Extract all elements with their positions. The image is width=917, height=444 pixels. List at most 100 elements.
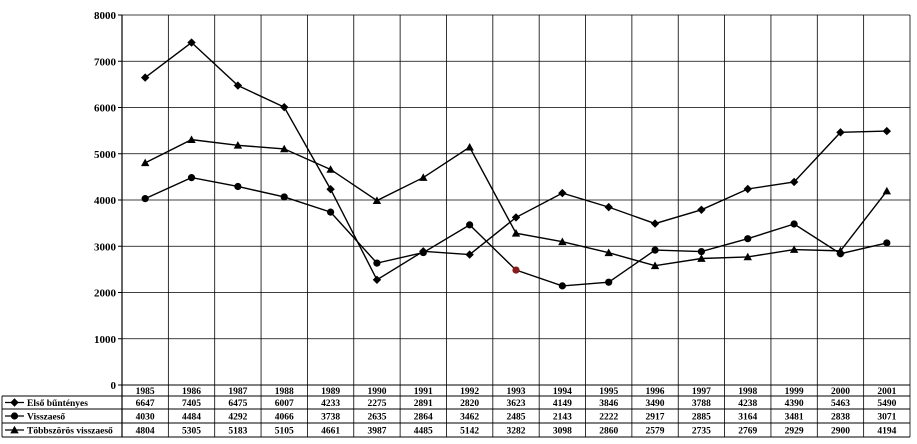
data-point <box>790 220 798 228</box>
data-label: 5490 <box>877 399 896 409</box>
data-point <box>697 254 706 262</box>
data-label: 4484 <box>182 413 201 423</box>
data-label: 3846 <box>599 399 618 409</box>
data-label: 6647 <box>136 399 155 409</box>
data-point <box>789 177 799 187</box>
data-label: 6475 <box>228 399 247 409</box>
data-point <box>743 184 752 194</box>
data-point <box>187 135 196 144</box>
data-label: 4030 <box>136 413 155 423</box>
series-lines <box>144 41 888 287</box>
data-label: 4390 <box>785 399 804 409</box>
data-label: 4066 <box>275 413 294 423</box>
data-point <box>233 81 243 90</box>
data-label: 4485 <box>414 427 433 437</box>
data-point <box>836 246 845 255</box>
data-point <box>883 239 891 247</box>
data-label: 3623 <box>507 399 526 409</box>
legend-key-marker <box>10 412 19 420</box>
data-point <box>789 245 799 253</box>
x-tick-label: 1989 <box>321 387 340 397</box>
data-label: 3164 <box>738 413 757 423</box>
y-tick-label: 7000 <box>94 56 117 68</box>
grid-lines <box>121 14 911 437</box>
legend-key-marker <box>10 398 19 407</box>
data-label: 5142 <box>460 427 479 437</box>
data-label: 5183 <box>228 427 247 437</box>
data-label: 2838 <box>831 413 850 423</box>
data-point <box>650 261 660 270</box>
data-point <box>882 186 892 195</box>
data-point <box>465 250 474 259</box>
data-point <box>234 182 242 191</box>
legend-label: Visszaeső <box>27 413 65 423</box>
data-label: 2275 <box>367 399 386 409</box>
data-point <box>511 213 521 222</box>
x-tick-label: 1994 <box>553 387 572 397</box>
data-label: 2579 <box>646 427 665 437</box>
data-label: 4661 <box>321 427 340 437</box>
data-label: 2635 <box>367 413 386 423</box>
data-point <box>558 188 567 198</box>
data-point <box>233 141 243 149</box>
data-label: 2891 <box>414 399 433 409</box>
x-tick-label: 2001 <box>877 387 896 397</box>
data-point <box>836 128 845 137</box>
x-tick-label: 1995 <box>599 387 618 397</box>
data-table: 1985 1986 1987 1988 1989 1990 1991 1992 1993 1994… <box>1 384 910 438</box>
data-label: 2143 <box>553 413 572 423</box>
data-point <box>140 158 150 167</box>
data-label: 3098 <box>553 427 572 437</box>
data-point <box>744 235 752 243</box>
x-tick-label: 1997 <box>692 387 711 397</box>
data-label: 3282 <box>507 427 526 437</box>
data-point <box>604 202 613 212</box>
data-point <box>187 174 196 182</box>
data-point <box>697 247 706 256</box>
data-point <box>558 282 566 290</box>
y-tick-label: 5000 <box>94 149 117 161</box>
x-tick-label: 1986 <box>182 387 201 397</box>
data-point <box>187 38 196 47</box>
series-line <box>144 138 888 267</box>
data-label: 2860 <box>599 427 618 437</box>
data-point <box>280 193 288 201</box>
data-point <box>558 237 567 246</box>
x-tick-label: 1996 <box>646 387 665 397</box>
y-axis: 0 1000 2000 3000 4000 5000 6000 7000 8000 <box>94 10 123 437</box>
data-label: 5105 <box>275 427 294 437</box>
data-point <box>650 219 660 228</box>
data-label: 6007 <box>275 399 294 409</box>
data-label: 2864 <box>414 413 433 423</box>
data-point <box>326 208 335 216</box>
data-label: 3071 <box>877 413 896 423</box>
data-label: 4233 <box>321 399 340 409</box>
series-line <box>144 41 887 281</box>
data-label: 7405 <box>182 399 201 409</box>
data-point <box>605 278 613 286</box>
data-label: 2929 <box>785 427 804 437</box>
data-point <box>743 252 752 261</box>
data-point <box>419 248 427 257</box>
data-point <box>280 102 289 112</box>
data-point <box>466 221 474 229</box>
data-label: 2222 <box>599 413 618 423</box>
data-point <box>697 205 706 215</box>
x-tick-label: 2000 <box>831 387 850 397</box>
legend-label: Többszörös visszaeső <box>27 427 113 437</box>
data-label: 2769 <box>738 427 757 437</box>
data-label: 5305 <box>182 427 201 437</box>
data-label: 2900 <box>831 427 850 437</box>
legend-key-marker <box>10 425 19 434</box>
data-label: 2917 <box>646 413 665 423</box>
data-point <box>280 144 289 153</box>
data-label: 3738 <box>321 413 340 423</box>
data-label: 4292 <box>228 413 247 423</box>
data-point <box>465 142 474 151</box>
data-point <box>651 246 659 254</box>
data-point <box>140 73 150 82</box>
y-tick-label: 6000 <box>94 103 117 115</box>
legend-label: Első bűntényes <box>27 399 88 409</box>
data-label: 2485 <box>507 413 526 423</box>
